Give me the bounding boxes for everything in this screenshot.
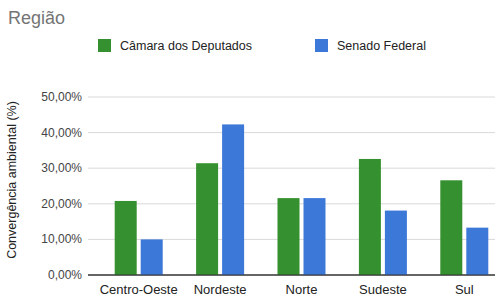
bar [359, 159, 381, 275]
legend-label: Senado Federal [337, 39, 426, 53]
x-tick-label: Sudeste [359, 282, 407, 297]
x-tick-label: Sul [455, 282, 474, 297]
y-tick-label: 50,00% [41, 90, 82, 104]
bar [278, 198, 300, 275]
bar [385, 211, 407, 275]
y-axis-label: Convergência ambiental (%) [5, 101, 19, 259]
y-tick-label: 30,00% [41, 161, 82, 175]
x-tick-label: Centro-Oeste [100, 282, 178, 297]
bar [440, 180, 462, 275]
y-tick-label: 20,00% [41, 197, 82, 211]
bar [466, 228, 488, 275]
bar [141, 239, 163, 275]
grid-line [88, 168, 495, 169]
grid-line [88, 97, 495, 98]
bar [304, 198, 326, 275]
x-tick-label: Nordeste [194, 282, 247, 297]
y-tick-label: 40,00% [41, 126, 82, 140]
legend-swatch [315, 39, 328, 52]
bar [196, 163, 218, 275]
legend-swatch [98, 39, 111, 52]
bars [115, 124, 489, 275]
chart: Região Câmara dos Deputados Senado Federal… [0, 0, 500, 304]
bar [222, 124, 244, 275]
title: Região [8, 8, 65, 28]
x-tick-label: Norte [286, 282, 318, 297]
grid-line [88, 132, 495, 133]
y-tick-label: 0,00% [48, 268, 82, 282]
y-tick-label: 10,00% [41, 232, 82, 246]
bar [115, 201, 137, 275]
x-axis-line [88, 275, 495, 276]
grid-line [88, 275, 495, 276]
legend-label: Câmara dos Deputados [120, 39, 252, 53]
